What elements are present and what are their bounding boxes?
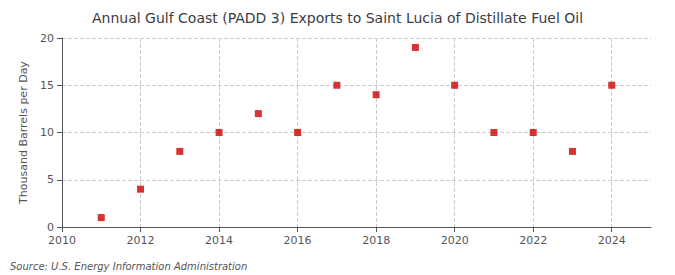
svg-text:5: 5 (47, 173, 54, 186)
svg-text:Source: U.S. Energy Informatio: Source: U.S. Energy Information Administ… (10, 261, 247, 272)
svg-text:Thousand Barrels per Day: Thousand Barrels per Day (17, 61, 30, 205)
svg-text:15: 15 (40, 79, 54, 92)
svg-text:2022: 2022 (519, 234, 547, 247)
svg-text:2014: 2014 (205, 234, 233, 247)
svg-text:2010: 2010 (48, 234, 76, 247)
svg-text:10: 10 (40, 126, 54, 139)
svg-text:2012: 2012 (127, 234, 155, 247)
svg-text:Annual Gulf Coast (PADD 3) Exp: Annual Gulf Coast (PADD 3) Exports to Sa… (92, 10, 583, 26)
svg-text:20: 20 (40, 32, 54, 45)
svg-text:2016: 2016 (284, 234, 312, 247)
svg-text:2024: 2024 (598, 234, 626, 247)
svg-text:0: 0 (47, 221, 54, 234)
svg-text:2018: 2018 (362, 234, 390, 247)
svg-text:2020: 2020 (441, 234, 469, 247)
